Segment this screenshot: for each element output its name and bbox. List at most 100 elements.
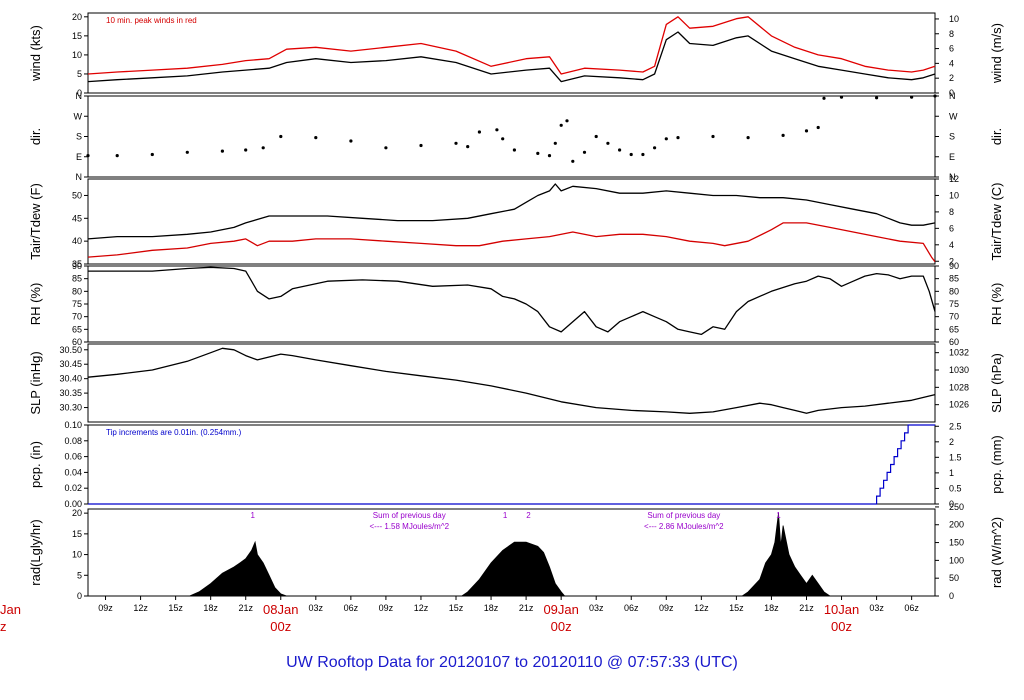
direction-point bbox=[512, 148, 517, 152]
direction-point bbox=[781, 133, 785, 137]
x-tick-label: 03z bbox=[869, 603, 884, 613]
direction-point bbox=[314, 136, 318, 140]
left-tick-label: 35 bbox=[72, 259, 82, 269]
right-tick-label: N bbox=[949, 172, 956, 182]
panel-annotation: Tip increments are 0.01in. (0.254mm.) bbox=[106, 428, 242, 437]
direction-point bbox=[618, 148, 622, 152]
direction-point bbox=[349, 139, 353, 143]
panel-annotation: 10 min. peak winds in red bbox=[106, 16, 197, 25]
direction-point bbox=[629, 152, 633, 157]
left-tick-label: 75 bbox=[72, 299, 82, 309]
direction-point bbox=[536, 151, 540, 155]
right-tick-label: 12 bbox=[949, 174, 959, 184]
x-tick-label: 15z bbox=[729, 603, 744, 613]
right-tick-label: 1032 bbox=[949, 348, 969, 358]
right-tick-label: 200 bbox=[949, 520, 964, 530]
right-tick-label: 6 bbox=[949, 223, 954, 233]
left-tick-label: 65 bbox=[72, 324, 82, 334]
left-tick-label: 40 bbox=[72, 236, 82, 246]
left-tick-label: N bbox=[76, 91, 83, 101]
direction-point bbox=[676, 136, 680, 140]
direction-point bbox=[571, 159, 575, 163]
x-date-label: 10Jan bbox=[824, 602, 859, 617]
left-tick-label: 30.35 bbox=[59, 388, 82, 398]
radiation-marker: 2 bbox=[526, 511, 531, 520]
right-tick-label: 2 bbox=[949, 73, 954, 83]
y-axis-label-right: pcp. (mm) bbox=[989, 435, 1004, 494]
right-tick-label: S bbox=[949, 132, 955, 142]
y-axis-label-right: wind (m/s) bbox=[989, 23, 1004, 84]
right-tick-label: 100 bbox=[949, 555, 964, 565]
panel-wind: 0 5 10 15 20 0 2 4 6 8 10 wind (kts) wind (m/s) 10 mi… bbox=[28, 12, 1004, 98]
panel-frame bbox=[87, 343, 936, 423]
y-axis-label-left: pcp. (in) bbox=[28, 441, 43, 488]
x-tick-label: 21z bbox=[519, 603, 534, 613]
x-tick-label: 03z bbox=[589, 603, 604, 613]
series-radiation bbox=[88, 513, 935, 597]
left-tick-label: N bbox=[76, 172, 83, 182]
left-tick-label: 20 bbox=[72, 12, 82, 22]
x-tick-label: 21z bbox=[238, 603, 253, 613]
right-tick-label: 85 bbox=[949, 274, 959, 284]
right-tick-label: 0.5 bbox=[949, 483, 962, 493]
y-axis-label-left: RH (%) bbox=[28, 283, 43, 326]
right-tick-label: 250 bbox=[949, 502, 964, 512]
left-tick-label: E bbox=[76, 152, 82, 162]
left-tick-label: 20 bbox=[72, 508, 82, 518]
chart-title: UW Rooftop Data for 20120107 to 20120110… bbox=[286, 654, 738, 671]
radiation-sum-label: Sum of previous day bbox=[647, 511, 720, 520]
panel-frame bbox=[87, 12, 936, 94]
right-tick-label: 70 bbox=[949, 312, 959, 322]
right-tick-label: 80 bbox=[949, 286, 959, 296]
direction-point bbox=[150, 152, 154, 157]
right-tick-label: 0 bbox=[949, 591, 954, 601]
left-tick-label: 90 bbox=[72, 261, 82, 271]
direction-point bbox=[606, 141, 610, 145]
x-tick-label: 21z bbox=[799, 603, 814, 613]
right-tick-label: 4 bbox=[949, 240, 954, 250]
x-tick-label: 12z bbox=[133, 603, 148, 613]
x-tick-label: 18z bbox=[484, 603, 499, 613]
direction-point bbox=[547, 154, 552, 158]
direction-point bbox=[466, 145, 470, 149]
right-tick-label: 75 bbox=[949, 299, 959, 309]
y-axis-label-left: SLP (inHg) bbox=[28, 351, 43, 414]
direction-point bbox=[185, 150, 189, 154]
x-tick-label: 18z bbox=[203, 603, 218, 613]
left-tick-label: 70 bbox=[72, 312, 82, 322]
x-tick-label: 09z bbox=[659, 603, 674, 613]
x-tick-label: 15z bbox=[168, 603, 183, 613]
right-tick-label: 2 bbox=[949, 256, 954, 266]
left-tick-label: S bbox=[76, 132, 82, 142]
direction-point bbox=[477, 130, 481, 134]
y-axis-label-right: RH (%) bbox=[989, 283, 1004, 326]
right-tick-label: 90 bbox=[949, 261, 959, 271]
left-tick-label: 80 bbox=[72, 286, 82, 296]
left-tick-label: 0.00 bbox=[64, 499, 82, 509]
series-wind-speed bbox=[87, 31, 936, 83]
y-axis-label-right: SLP (hPa) bbox=[989, 353, 1004, 413]
x-date-label-edge: Jan bbox=[0, 602, 21, 617]
y-axis-label-left: Tair/Tdew (F) bbox=[28, 183, 43, 260]
right-tick-label: 1028 bbox=[949, 382, 969, 392]
direction-point bbox=[664, 137, 668, 141]
left-tick-label: 10 bbox=[72, 50, 82, 60]
x-tick-label: 03z bbox=[309, 603, 324, 613]
left-tick-label: 0.06 bbox=[64, 452, 82, 462]
right-tick-label: 10 bbox=[949, 14, 959, 24]
direction-point bbox=[279, 134, 283, 139]
left-tick-label: 15 bbox=[72, 31, 82, 41]
radiation-marker: 1 bbox=[776, 511, 781, 520]
series-Tair bbox=[87, 183, 936, 240]
direction-point bbox=[582, 150, 587, 154]
right-tick-label: 1 bbox=[949, 468, 954, 478]
direction-point bbox=[839, 95, 844, 99]
series-wind-direction bbox=[86, 94, 937, 163]
panel-temp: 35 40 45 50 2 4 6 8 10 12 Tair/Tdew (F) Tair/Tdew (… bbox=[28, 174, 1004, 269]
direction-point bbox=[804, 129, 809, 133]
radiation-sum-label: Sum of previous day bbox=[373, 511, 446, 520]
right-tick-label: 8 bbox=[949, 207, 954, 217]
